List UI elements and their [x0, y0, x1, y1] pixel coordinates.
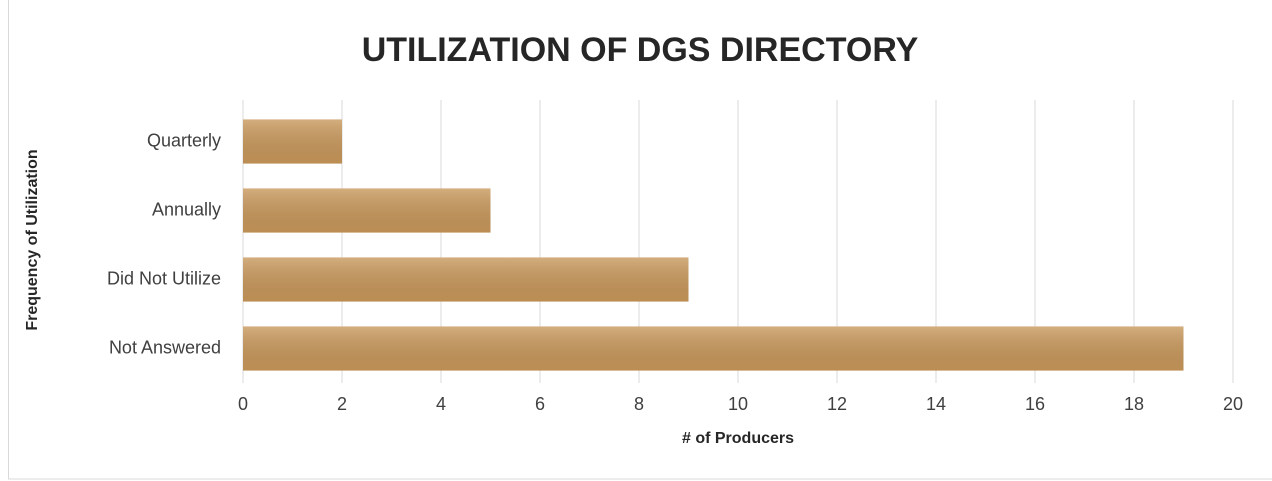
x-tick-label: 12 — [827, 394, 847, 414]
bar-shade — [243, 119, 342, 164]
chart-frame — [8, 0, 1272, 480]
bar-shade — [243, 326, 1184, 371]
y-tick-label: Did Not Utilize — [107, 268, 221, 288]
x-tick-label: 14 — [926, 394, 946, 414]
y-tick-label: Annually — [152, 199, 221, 219]
x-axis-title: # of Producers — [682, 430, 794, 447]
y-tick-label: Not Answered — [109, 337, 221, 357]
bar-shade — [243, 188, 491, 233]
x-tick-label: 20 — [1223, 394, 1243, 414]
y-axis-title: Frequency of Utilization — [24, 149, 41, 330]
x-tick-label: 0 — [238, 394, 248, 414]
y-tick-label: Quarterly — [147, 130, 221, 150]
x-tick-label: 16 — [1025, 394, 1045, 414]
chart-title: UTILIZATION OF DGS DIRECTORY — [362, 31, 919, 69]
bar-shade — [243, 257, 689, 302]
x-tick-label: 2 — [337, 394, 347, 414]
x-tick-label: 4 — [436, 394, 446, 414]
x-tick-label: 6 — [535, 394, 545, 414]
x-tick-label: 18 — [1124, 394, 1144, 414]
x-tick-label: 8 — [634, 394, 644, 414]
x-tick-label: 10 — [728, 394, 748, 414]
